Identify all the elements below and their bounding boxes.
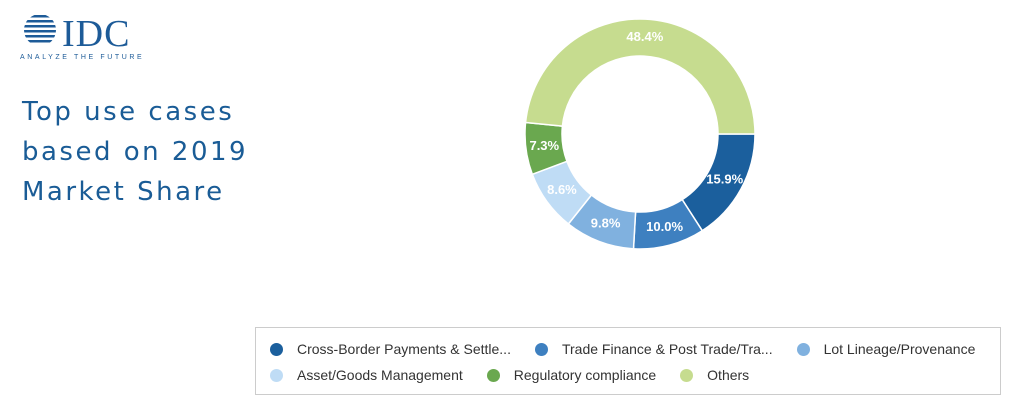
logo-tagline: ANALYZE THE FUTURE	[20, 54, 145, 61]
legend-item: Regulatory compliance	[486, 367, 657, 383]
logo-globe	[24, 15, 56, 43]
legend-swatch	[534, 342, 548, 356]
title-line: Market Share	[22, 177, 225, 207]
legend-label: Cross-Border Payments & Settle...	[297, 341, 511, 357]
legend-item: Asset/Goods Management	[270, 367, 463, 383]
legend: Cross-Border Payments & Settle... Trade F…	[255, 327, 1001, 395]
legend-label: Trade Finance & Post Trade/Tra...	[561, 341, 773, 357]
legend-swatch	[270, 342, 283, 356]
legend-swatch	[680, 368, 694, 382]
legend-label: Asset/Goods Management	[297, 367, 463, 383]
legend-item: Trade Finance & Post Trade/Tra...	[534, 341, 773, 357]
legend-row: Asset/Goods Management Regulatory complia…	[270, 362, 1000, 388]
data-label: 10.0%	[646, 219, 683, 234]
slice	[524, 18, 756, 135]
logo-name: IDC	[62, 13, 131, 55]
data-label: 8.6%	[547, 182, 577, 197]
title-line: based on 2019	[22, 137, 249, 167]
data-label: 7.3%	[529, 138, 559, 153]
legend-swatch	[486, 368, 500, 382]
logo: IDC ANALYZE THE FUTURE	[20, 10, 142, 61]
chart: 15.9% 10.0% 9.8% 8.6% 7.3% 48.4%	[524, 18, 756, 250]
legend-item: Cross-Border Payments & Settle...	[270, 341, 511, 357]
legend-row: Cross-Border Payments & Settle... Trade F…	[270, 336, 1000, 362]
data-label: 48.4%	[626, 29, 663, 44]
legend-item: Lot Lineage/Provenance	[796, 341, 976, 357]
data-label: 9.8%	[591, 216, 621, 231]
legend-label: Others	[707, 367, 750, 383]
legend-swatch	[270, 368, 283, 382]
data-label: 15.9%	[706, 172, 743, 187]
legend-item: Others	[680, 367, 749, 383]
legend-label: Lot Lineage/Provenance	[823, 341, 976, 357]
chart-title: Top use cases based on 2019 Market Share	[22, 92, 248, 212]
title-line: Top use cases	[22, 97, 235, 127]
legend-label: Regulatory compliance	[513, 367, 657, 383]
legend-swatch	[796, 342, 810, 356]
